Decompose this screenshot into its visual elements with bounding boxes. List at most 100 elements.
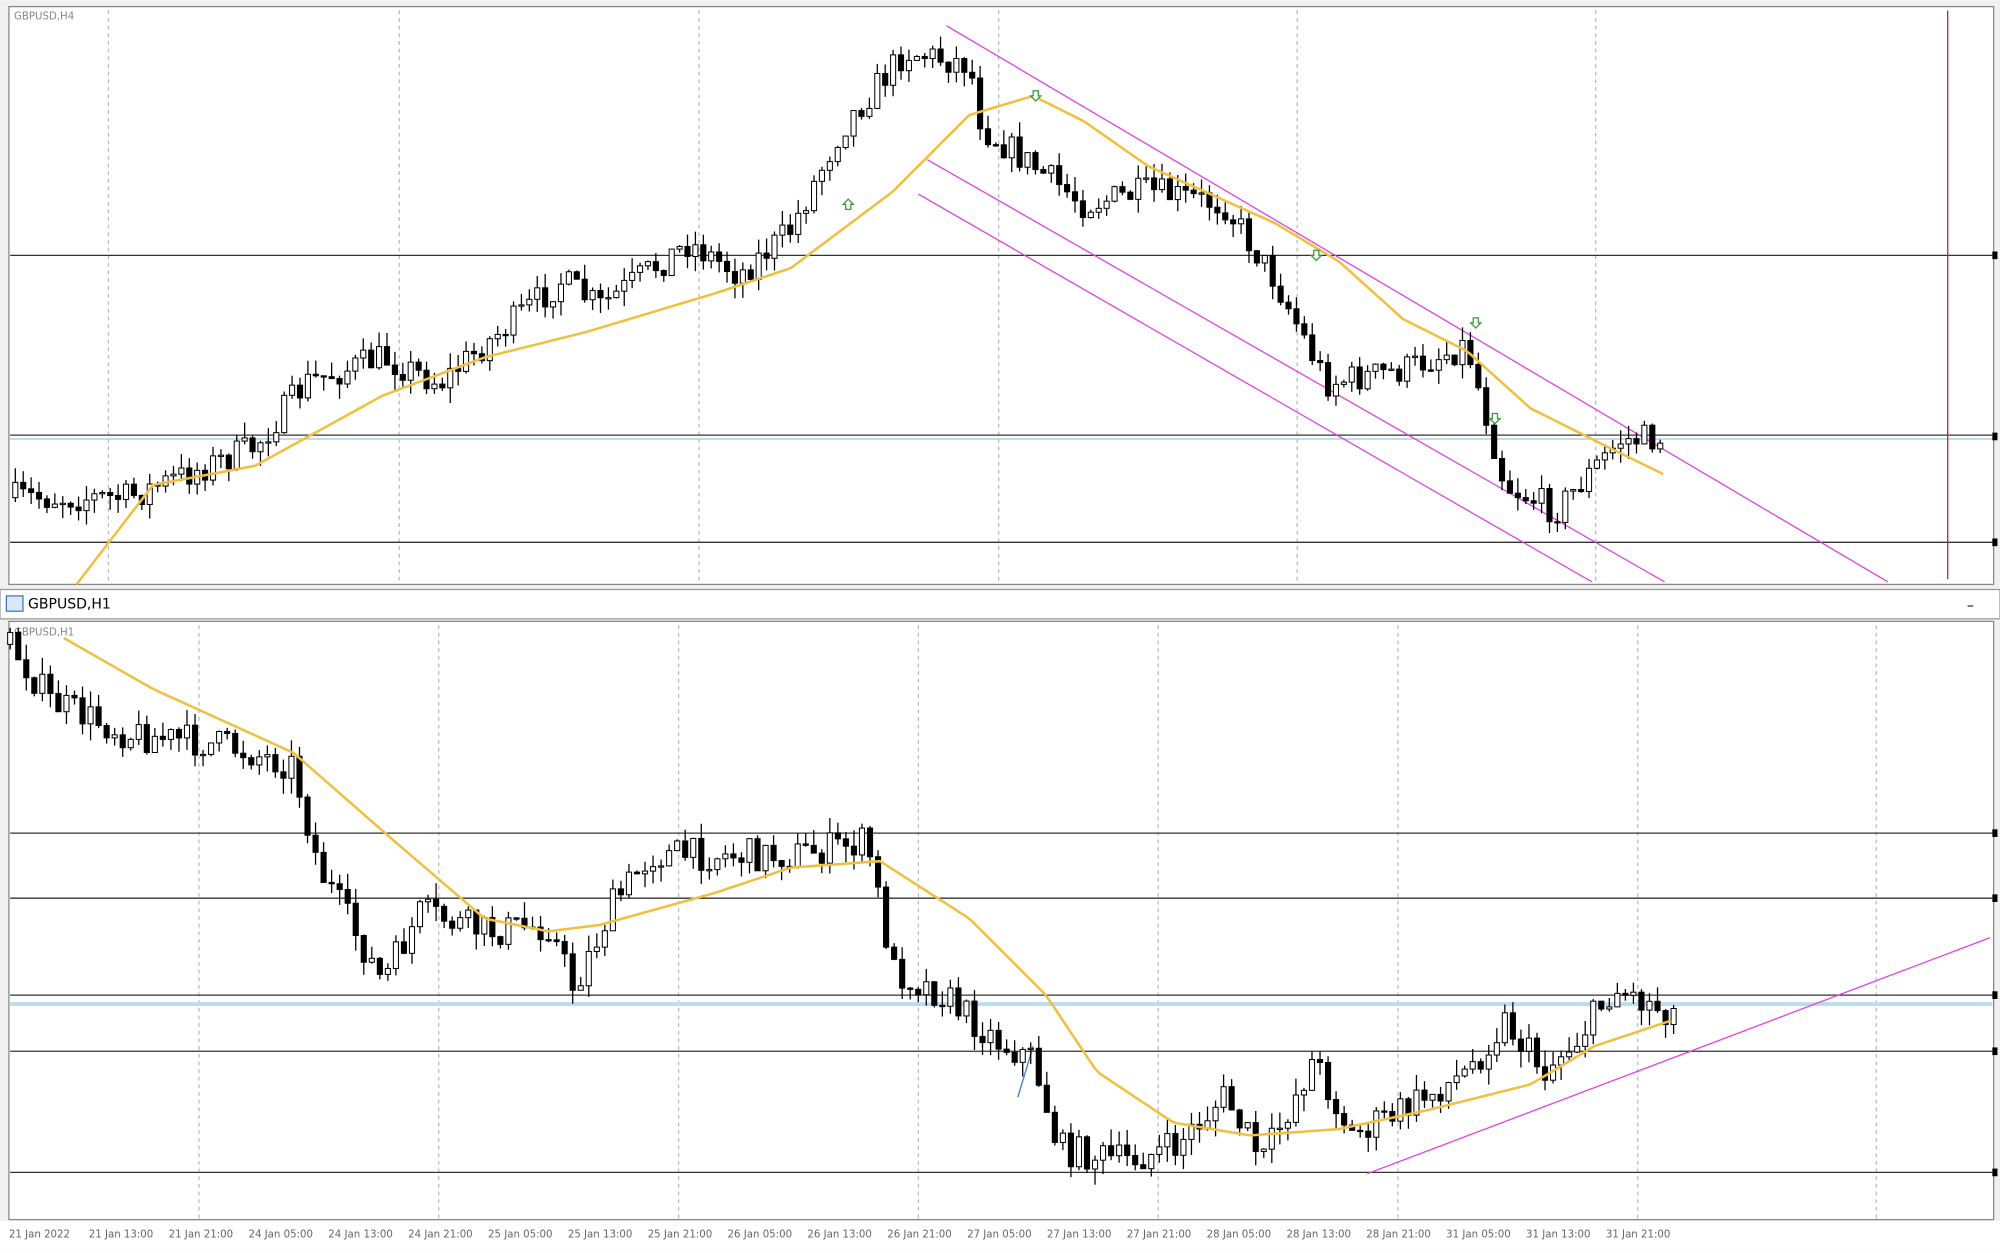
candle [384, 967, 391, 975]
time-label: 28 Jan 13:00 [1286, 1229, 1351, 1240]
candle [1435, 359, 1442, 371]
candle [408, 926, 416, 954]
candle [1483, 387, 1490, 426]
candle [1469, 1061, 1476, 1070]
candle [676, 245, 683, 250]
candle [272, 754, 279, 773]
candle [256, 756, 263, 766]
candle [209, 455, 217, 481]
signal-arrow [1488, 412, 1502, 425]
trend-line [1367, 937, 1991, 1175]
candle [1477, 1061, 1484, 1070]
title-bar [0, 588, 2000, 620]
candle [826, 832, 833, 864]
candle [698, 837, 705, 871]
candle [1003, 1048, 1010, 1053]
time-label: 31 Jan 21:00 [1606, 1229, 1671, 1240]
candle [1397, 1098, 1404, 1122]
candle [690, 837, 697, 858]
candle [953, 58, 960, 73]
window-icon [5, 595, 24, 612]
candle [1252, 1122, 1259, 1152]
level-marker [1992, 538, 1998, 547]
candle [1538, 488, 1545, 504]
candle [328, 881, 335, 885]
candle [1413, 1089, 1420, 1116]
candle [127, 738, 134, 749]
candle [1514, 492, 1521, 499]
candle [650, 866, 657, 872]
candle [1606, 1006, 1613, 1010]
candle [1188, 1123, 1195, 1140]
candle [913, 55, 920, 61]
candle [12, 481, 19, 499]
window-title: GBPUSD,H1 [28, 597, 111, 613]
candle [890, 54, 897, 86]
candle [1443, 354, 1450, 361]
top-pane [8, 5, 1995, 586]
candle [1533, 1037, 1541, 1068]
candle [979, 1035, 986, 1044]
candle [937, 48, 944, 63]
candle [1437, 1093, 1444, 1102]
candle [1582, 1034, 1589, 1047]
candle [939, 1004, 946, 1008]
candle [1445, 1082, 1452, 1102]
candle [1048, 165, 1055, 174]
candle [1485, 1054, 1492, 1070]
candle [1630, 991, 1637, 996]
candle [431, 383, 438, 390]
candle [553, 939, 560, 943]
candle [1554, 521, 1561, 524]
candle [899, 958, 906, 989]
candle [67, 502, 74, 508]
candle [716, 251, 723, 262]
candle [1083, 1136, 1091, 1170]
candle [59, 502, 66, 506]
candle [984, 128, 992, 146]
candle [257, 442, 264, 453]
candle [1261, 254, 1268, 264]
candle [542, 287, 549, 308]
candle [376, 346, 383, 369]
candle [1427, 369, 1434, 372]
candle [87, 706, 94, 725]
candle [714, 858, 721, 871]
candle [708, 251, 715, 262]
candle [135, 724, 142, 740]
candle [167, 728, 174, 740]
level-marker [1992, 1168, 1998, 1177]
candle [20, 481, 27, 490]
candle [617, 888, 624, 896]
candle [1027, 1047, 1034, 1051]
candle [738, 857, 745, 863]
candle [1079, 200, 1086, 219]
candle [1228, 1086, 1235, 1111]
candle [1220, 1086, 1227, 1108]
candle [834, 146, 841, 163]
candle [1324, 362, 1332, 397]
candle [289, 384, 296, 396]
candle [1067, 1132, 1074, 1168]
minimize-button[interactable]: – [1967, 598, 1974, 614]
candle [1064, 184, 1071, 193]
candle [1566, 1051, 1573, 1058]
candle [320, 851, 327, 883]
candle [43, 498, 50, 508]
candle [754, 838, 761, 872]
candle [1071, 191, 1079, 202]
candle [795, 212, 802, 235]
candle [826, 161, 833, 171]
candle [955, 987, 962, 1017]
candle [1590, 1000, 1597, 1036]
candle [674, 840, 681, 852]
candle [1293, 308, 1300, 325]
time-label: 24 Jan 05:00 [248, 1229, 313, 1240]
candle [658, 865, 665, 868]
candle [866, 107, 873, 117]
candle [1222, 212, 1229, 221]
candle [605, 297, 612, 300]
candle [1132, 1155, 1139, 1166]
candle [931, 981, 938, 1006]
